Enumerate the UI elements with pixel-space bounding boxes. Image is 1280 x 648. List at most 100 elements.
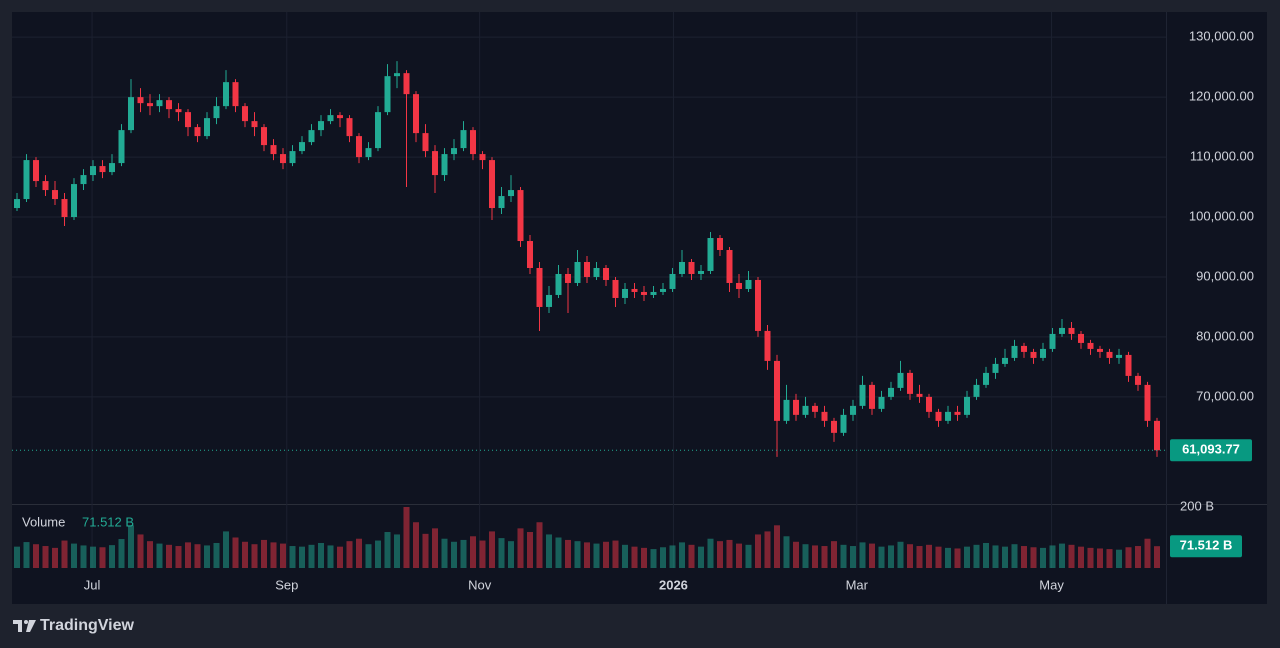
volume-bar: [850, 546, 856, 568]
candle-body: [612, 279, 619, 298]
candle-body: [128, 97, 134, 131]
candle-body: [717, 238, 723, 251]
volume-bar: [745, 544, 752, 568]
candle-body: [1021, 345, 1027, 352]
volume-bar: [603, 541, 609, 568]
candle-body: [783, 399, 790, 421]
volume-bar: [137, 534, 144, 568]
candle-body: [441, 154, 448, 176]
volume-bar: [204, 545, 210, 568]
volume-bar: [261, 539, 267, 568]
candle-body: [42, 181, 49, 191]
x-tick-label: May: [1039, 577, 1064, 592]
volume-bar: [1144, 538, 1151, 568]
candle-body: [698, 270, 704, 274]
candle-body: [1011, 345, 1018, 358]
volume-bar: [527, 532, 533, 568]
volume-bar: [346, 541, 353, 568]
volume-bar: [118, 539, 125, 568]
volume-bar: [508, 541, 514, 568]
y-tick-label: 80,000.00: [1196, 328, 1254, 343]
candle-body: [232, 82, 239, 107]
candle-body: [318, 121, 324, 131]
volume-legend-value: 71.512 B: [82, 514, 134, 529]
candle-body: [261, 127, 267, 146]
y-tick-label: 70,000.00: [1196, 388, 1254, 403]
volume-bar: [232, 537, 239, 568]
candle-body: [1087, 342, 1094, 349]
volume-bar: [460, 539, 467, 568]
volume-bar: [869, 543, 875, 568]
volume-bar: [821, 546, 828, 568]
candle-body: [356, 136, 362, 158]
y-tick-label: 130,000.00: [1189, 29, 1254, 44]
candle-body: [175, 109, 182, 113]
brand-name[interactable]: TradingView: [40, 617, 135, 634]
candle-body: [897, 372, 904, 388]
chart-panel: [12, 12, 1267, 604]
x-tick-label: Mar: [846, 577, 869, 592]
x-tick-label: Sep: [275, 577, 298, 592]
grid: [12, 12, 1166, 568]
last-price-box: [1170, 439, 1252, 462]
candle-body: [574, 261, 581, 283]
volume-bar: [593, 543, 600, 568]
candle-body: [147, 103, 153, 107]
x-tick-label: 2026: [659, 577, 688, 592]
candle-body: [622, 288, 628, 298]
volume-bar: [736, 543, 742, 568]
candle-body: [403, 73, 410, 95]
volume-bar: [318, 542, 324, 568]
volume-bar: [432, 528, 438, 568]
volume-bar: [489, 531, 495, 568]
volume-bar: [33, 544, 39, 568]
volume-bar: [859, 542, 866, 568]
candle-body: [555, 273, 562, 295]
volume-bar: [166, 544, 172, 568]
y-tick-label: 100,000.00: [1189, 208, 1254, 223]
volume-bar: [878, 546, 885, 568]
volume-bar: [365, 544, 372, 568]
candle-body: [603, 267, 609, 280]
volume-bar: [375, 540, 381, 568]
candle-body: [660, 288, 666, 292]
candle-body: [859, 384, 866, 406]
candle-body: [992, 363, 999, 373]
candle-body: [774, 360, 780, 421]
volume-bar: [935, 546, 942, 568]
candle-body: [679, 261, 685, 274]
candle-body: [327, 115, 334, 122]
candle-body: [764, 330, 771, 361]
volume-bar: [80, 545, 87, 568]
volume-bar: [888, 545, 894, 568]
candle-body: [99, 166, 106, 173]
candle-body: [213, 106, 220, 119]
volume-bar: [147, 541, 153, 568]
candle-body: [1144, 384, 1151, 421]
candle-body: [593, 267, 600, 277]
y-tick-label: 120,000.00: [1189, 89, 1254, 104]
volume-bar: [726, 539, 733, 568]
candle-body: [394, 73, 400, 77]
volume-bar: [517, 528, 524, 568]
volume-bar: [1059, 543, 1065, 568]
volume-bar: [840, 544, 847, 568]
candle-body: [878, 396, 885, 409]
candle-body: [422, 133, 429, 152]
volume-bar: [327, 545, 334, 568]
volume-bar: [1116, 549, 1122, 568]
candle-body: [432, 151, 438, 176]
volume-bar: [242, 541, 248, 568]
volume-bar: [470, 536, 476, 568]
volume-bar: [907, 544, 913, 568]
volume-bar: [213, 542, 220, 568]
volume-bar: [109, 545, 115, 568]
volume-bar: [992, 545, 999, 568]
candle-body: [517, 190, 524, 242]
candle-body: [1106, 351, 1113, 358]
volume-bar: [451, 541, 457, 568]
volume-bar: [394, 534, 400, 568]
candle-body: [631, 288, 638, 292]
volume-bar: [23, 542, 30, 568]
volume-bar: [441, 538, 448, 568]
